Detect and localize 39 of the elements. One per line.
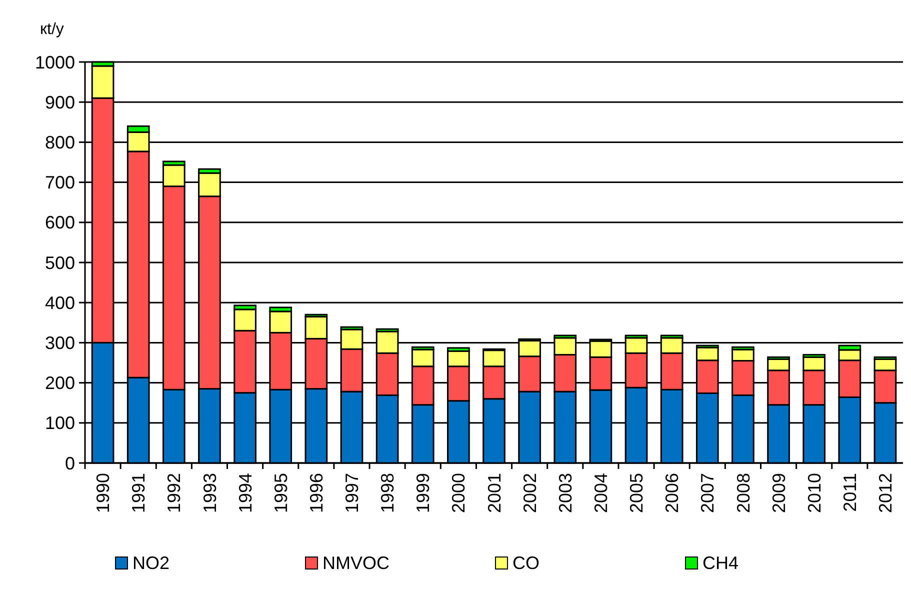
legend-label: CH4 (702, 553, 739, 573)
x-tick-label: 2001 (484, 473, 504, 514)
y-tick-label: 500 (44, 252, 75, 273)
x-tick-label: 2004 (590, 473, 611, 514)
x-tick-label: 1994 (235, 473, 256, 514)
x-tick-label: 2007 (698, 473, 718, 514)
y-axis-title: кt/y (40, 21, 64, 38)
x-tick-label: 2008 (733, 473, 754, 514)
x-tick-label: 1990 (93, 473, 114, 514)
y-tick-label: 600 (44, 212, 75, 233)
legend-label: CO (512, 553, 540, 573)
y-tick-label: 0 (64, 453, 75, 474)
y-tick-label: 400 (44, 292, 75, 313)
y-tick-label: 300 (44, 333, 75, 353)
x-tick-label: 2010 (804, 473, 824, 514)
x-tick-label: 1991 (128, 473, 149, 514)
x-tick-label: 2003 (555, 473, 576, 514)
x-tick-label: 1998 (378, 473, 398, 514)
x-tick-label: 1997 (342, 473, 362, 514)
y-tick-label: 1000 (34, 52, 75, 72)
x-tick-label: 1999 (413, 473, 434, 514)
x-tick-label: 1993 (200, 473, 220, 514)
y-tick-label: 700 (44, 172, 75, 193)
x-tick-label: 2002 (520, 473, 540, 514)
y-tick-label: 200 (44, 373, 75, 394)
x-tick-label: 1996 (306, 473, 326, 514)
x-tick-label: 1995 (270, 473, 291, 514)
x-tick-label: 2006 (662, 473, 682, 514)
legend-label: NMVOC (322, 553, 390, 573)
x-tick-label: 2012 (876, 473, 896, 514)
x-tick-label: 2000 (448, 473, 469, 514)
legend-label: NO2 (132, 553, 170, 573)
x-tick-label: 2009 (768, 473, 789, 514)
x-tick-label: 1992 (164, 473, 184, 514)
y-tick-label: 800 (44, 132, 75, 152)
y-tick-label: 900 (44, 92, 75, 112)
y-tick-label: 100 (44, 413, 75, 434)
x-tick-label: 2011 (840, 473, 860, 512)
x-tick-label: 2005 (626, 473, 647, 514)
